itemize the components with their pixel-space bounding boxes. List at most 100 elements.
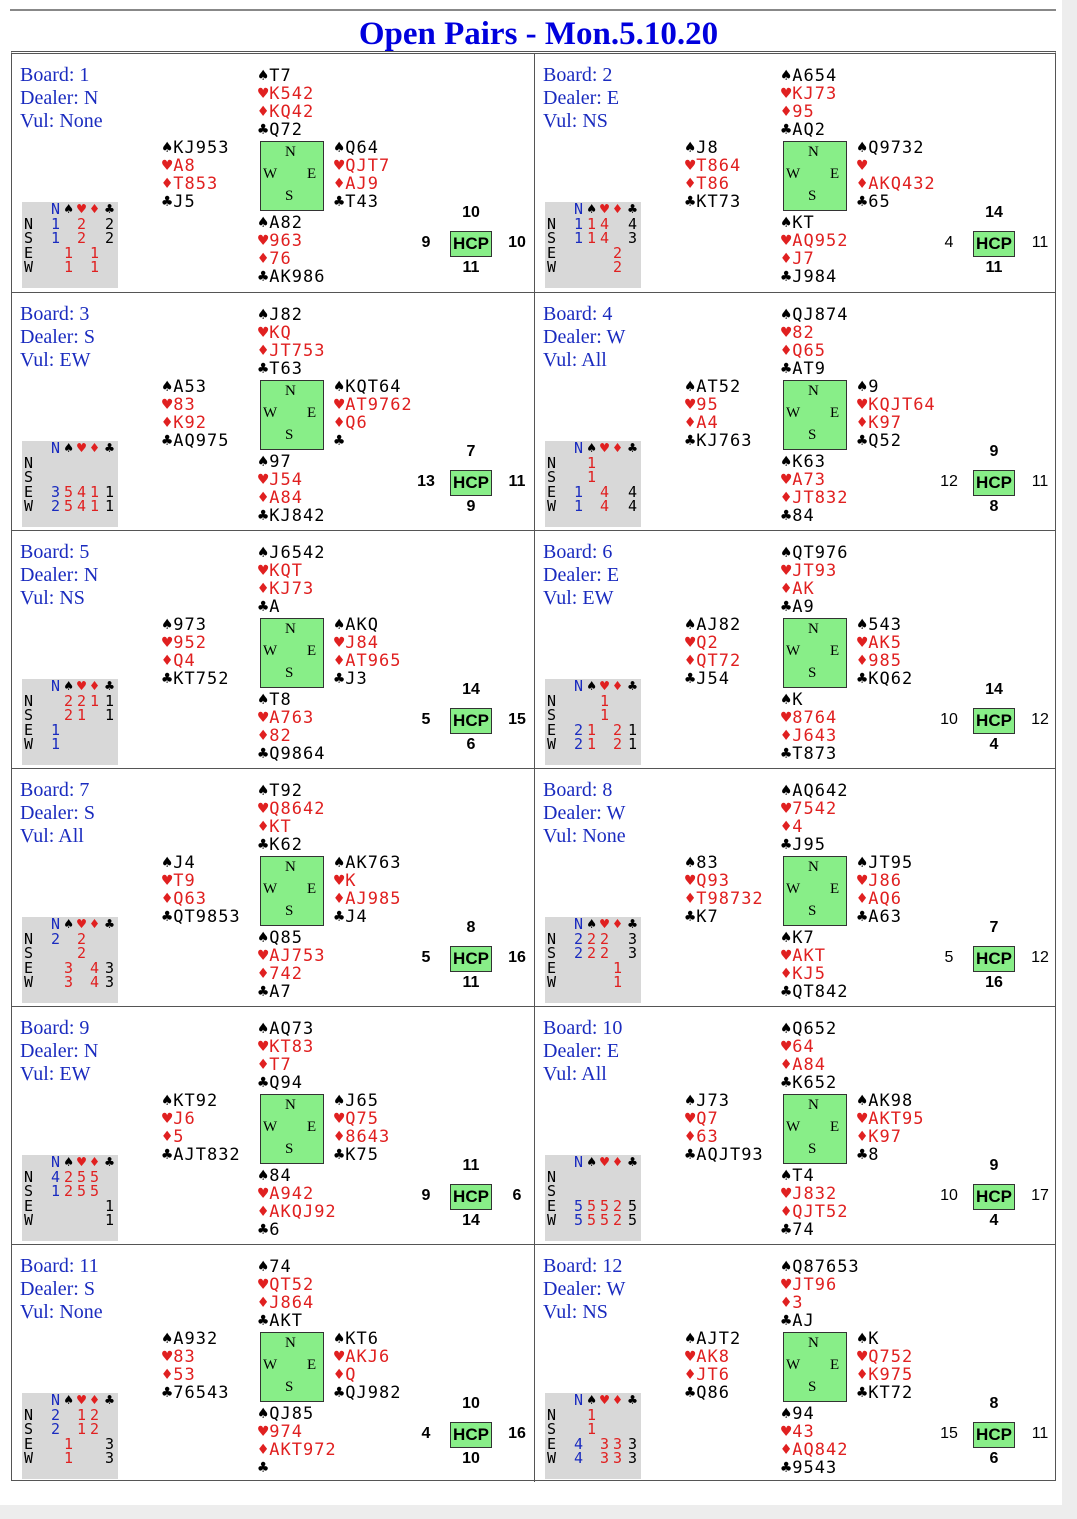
suit-symbol-icon: ♠ — [685, 853, 697, 873]
trick-value: 5 — [586, 1211, 597, 1229]
north-hand-suit: ♥QT52 — [258, 1276, 314, 1294]
north-hand-suit: ♠J82 — [258, 306, 325, 324]
trick-header-nt: N — [573, 677, 584, 695]
west-hand-suit: ♦JT6 — [685, 1366, 741, 1384]
east-hand-suit: ♣J4 — [334, 908, 401, 926]
trick-value: 1 — [104, 482, 115, 501]
east-hand: ♠Q64 ♥QJT7 ♦AJ9 ♣T43 — [334, 139, 390, 211]
trick-value: 1 — [50, 214, 61, 233]
suit-symbol-icon: ♦ — [857, 413, 869, 433]
suit-symbol-icon: ♦ — [781, 1293, 793, 1313]
suit-cards: KQT — [269, 561, 303, 581]
west-hand-suit: ♦63 — [685, 1128, 764, 1146]
suit-symbol-icon: ♥ — [76, 200, 87, 218]
suit-cards: 6 — [269, 1220, 281, 1240]
north-hand-suit: ♠Q87653 — [781, 1258, 860, 1276]
suit-symbol-icon: ♣ — [104, 1153, 115, 1171]
suit-symbol-icon: ♦ — [334, 1365, 346, 1385]
suit-cards: KJ842 — [269, 506, 326, 526]
suit-symbol-icon: ♣ — [781, 359, 793, 379]
trick-value: 2 — [612, 258, 623, 276]
suit-symbol-icon: ♦ — [334, 889, 346, 909]
trick-value: 2 — [104, 214, 115, 233]
suit-cards: AQ842 — [792, 1440, 849, 1460]
board-panel: Board: 10 Dealer: E Vul: All ♠Q652 ♥64 ♦A84 ♣K… — [534, 1006, 1055, 1244]
west-hand: ♠A53 ♥83 ♦K92 ♣AQ975 — [162, 378, 229, 450]
suit-cards: T98732 — [696, 889, 764, 909]
south-hand-suit: ♦JT832 — [781, 489, 848, 507]
north-hand: ♠QT976 ♥JT93 ♦AK ♣A9 — [781, 544, 848, 616]
trick-value: 3 — [599, 1449, 610, 1467]
trick-value: 2 — [612, 1196, 623, 1215]
trick-header-nt: N — [573, 915, 584, 933]
east-hand-suit: ♣8 — [857, 1146, 924, 1164]
suit-symbol-icon: ♣ — [258, 597, 270, 617]
suit-cards: KQT64 — [345, 377, 402, 397]
compass-e: E — [307, 881, 317, 897]
north-hand-suit: ♦3 — [781, 1294, 860, 1312]
board-vulnerability: Vul: EW — [20, 349, 91, 371]
suit-symbol-icon: ♣ — [334, 1145, 346, 1165]
compass-w: W — [263, 166, 278, 182]
west-hand: ♠973 ♥952 ♦Q4 ♣KT752 — [162, 616, 229, 688]
suit-symbol-icon: ♦ — [258, 726, 270, 746]
hcp-south: 11 — [462, 974, 480, 991]
east-hand-suit: ♣KT72 — [857, 1384, 913, 1402]
suit-symbol-icon: ♣ — [857, 669, 869, 689]
trick-seat: W — [23, 1449, 34, 1467]
trick-header: N ♠ ♥ ♦ ♣ — [22, 441, 118, 456]
suit-symbol-icon: ♠ — [857, 1091, 869, 1111]
trick-seat: W — [546, 258, 557, 276]
north-hand-suit: ♠T7 — [258, 67, 314, 85]
trick-seat: S — [546, 229, 557, 247]
trick-value: 5 — [627, 1211, 638, 1229]
compass-e: E — [830, 881, 840, 897]
suit-symbol-icon: ♦ — [857, 174, 869, 194]
board-number: Board: 5 — [20, 541, 90, 563]
compass-n: N — [808, 383, 819, 399]
board-info: Board: 6 Dealer: E Vul: EW — [543, 541, 619, 610]
suit-symbol-icon: ♥ — [162, 156, 174, 176]
suit-symbol-icon: ♠ — [781, 305, 793, 325]
trick-value: 1 — [50, 1182, 61, 1200]
trick-value: 4 — [573, 1449, 584, 1467]
north-hand-suit: ♥64 — [781, 1038, 837, 1056]
suit-symbol-icon: ♠ — [258, 1019, 270, 1039]
west-hand-suit: ♣K7 — [685, 908, 764, 926]
compass-s: S — [808, 427, 817, 443]
suit-cards: AKQJ92 — [269, 1202, 337, 1222]
suit-cards: KQJT64 — [868, 395, 936, 415]
compass-w: W — [263, 1357, 278, 1373]
suit-symbol-icon: ♥ — [685, 1347, 697, 1367]
suit-cards: 5 — [173, 1127, 185, 1147]
trick-seat: E — [23, 720, 34, 739]
trick-value: 3 — [627, 929, 638, 948]
board-vulnerability: Vul: EW — [543, 587, 614, 609]
suit-cards: AT9 — [792, 359, 826, 379]
west-hand-suit: ♣76543 — [162, 1384, 229, 1402]
north-hand: ♠QJ874 ♥82 ♦Q65 ♣AT9 — [781, 306, 848, 378]
suit-cards: AQ952 — [792, 231, 849, 251]
suit-symbol-icon: ♣ — [781, 506, 793, 526]
suit-symbol-icon: ♠ — [685, 1329, 697, 1349]
suit-cards: AQ642 — [792, 781, 849, 801]
south-hand: ♠T4 ♥J832 ♦QJT52 ♣74 — [781, 1167, 848, 1239]
trick-header-nt: N — [573, 1391, 584, 1409]
west-hand-suit: ♠AJ82 — [685, 616, 741, 634]
board-number: Board: 8 — [543, 779, 613, 801]
south-hand-suit: ♣6 — [258, 1221, 337, 1239]
trick-value: 2 — [63, 1167, 74, 1186]
suit-symbol-icon: ♥ — [781, 1422, 793, 1442]
south-hand-suit: ♣84 — [781, 507, 848, 525]
east-hand-suit: ♥J84 — [334, 634, 401, 652]
suit-symbol-icon: ♦ — [334, 651, 346, 671]
north-hand-suit: ♥Q8642 — [258, 800, 325, 818]
suit-symbol-icon: ♣ — [258, 359, 270, 379]
north-hand-suit: ♥KQT — [258, 562, 325, 580]
suit-symbol-icon: ♠ — [334, 138, 346, 158]
